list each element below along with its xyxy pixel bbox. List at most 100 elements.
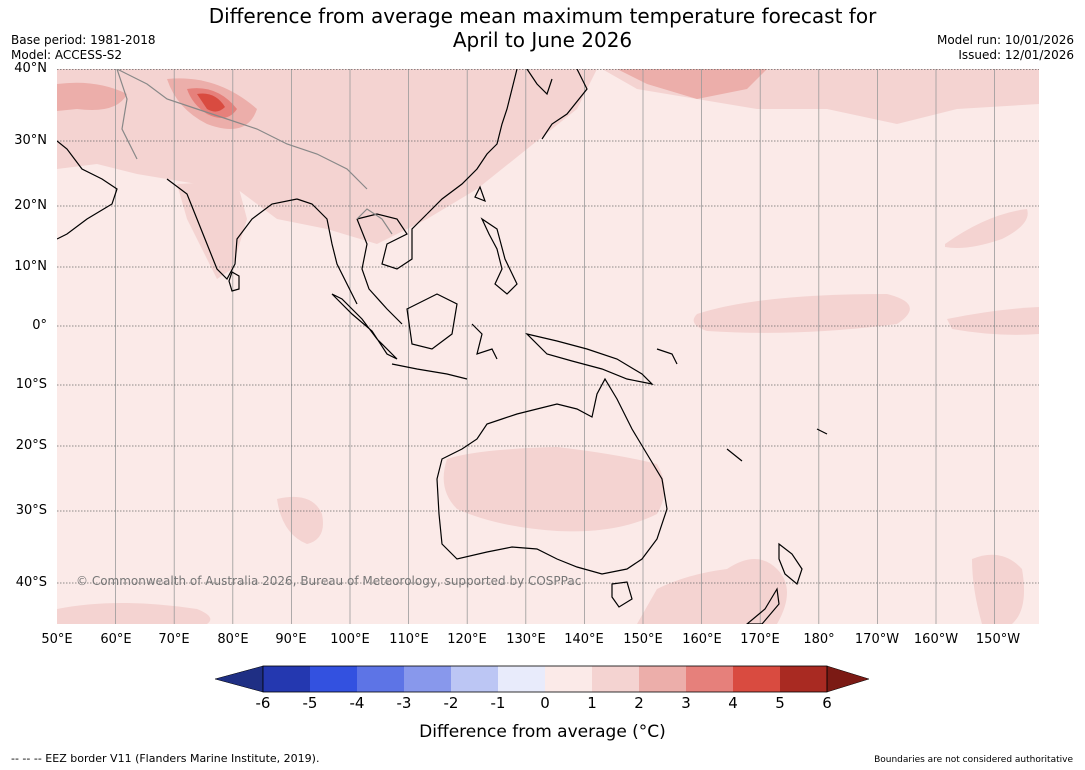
colorbar-bin-neg5-neg4 bbox=[310, 666, 357, 692]
colorbar-label-neg1: -1 bbox=[490, 694, 506, 712]
meta-left: Base period: 1981-2018 Model: ACCESS-S2 bbox=[11, 33, 156, 63]
base-period: Base period: 1981-2018 bbox=[11, 33, 156, 47]
colorbar-title: Difference from average (°C) bbox=[419, 722, 666, 742]
map-title: Difference from average mean maximum tem… bbox=[0, 4, 1085, 52]
hot-spot-inner bbox=[197, 93, 225, 112]
lon-label-150w: 150°W bbox=[975, 632, 1021, 647]
lon-label-160e: 160°E bbox=[682, 632, 722, 647]
map-panel: © Commonwealth of Australia 2026, Bureau… bbox=[57, 69, 1039, 624]
colorbar-bin-1-2 bbox=[592, 666, 639, 692]
hot-spot-west bbox=[57, 82, 127, 111]
lat-label-30s: 30°S bbox=[15, 503, 47, 518]
colorbar-bin-neg6-neg5 bbox=[263, 666, 310, 692]
colorbar bbox=[215, 665, 870, 693]
colorbar-label-0: 0 bbox=[540, 694, 550, 712]
lat-label-10s: 10°S bbox=[15, 377, 47, 392]
colorbar-label-1: 1 bbox=[587, 694, 597, 712]
colorbar-label-2: 2 bbox=[634, 694, 644, 712]
border-indochina bbox=[356, 208, 393, 235]
coast-australia bbox=[436, 377, 668, 575]
colorbar-extend-low bbox=[215, 665, 264, 693]
colorbar-bin-2-3 bbox=[639, 666, 686, 692]
lon-label-130e: 130°E bbox=[506, 632, 546, 647]
coast-vanuatu-fiji bbox=[726, 428, 828, 462]
lon-label-110e: 110°E bbox=[389, 632, 429, 647]
coastlines bbox=[57, 69, 828, 624]
colorbar-extend-high bbox=[826, 665, 870, 693]
colorbar-bin-neg2-neg1 bbox=[451, 666, 498, 692]
colorbar-bin-4-5 bbox=[733, 666, 780, 692]
coast-png-islands bbox=[656, 348, 678, 365]
lat-label-10n: 10°N bbox=[14, 259, 47, 274]
lon-label-70e: 70°E bbox=[158, 632, 190, 647]
coast-taiwan bbox=[474, 185, 487, 203]
country-borders bbox=[116, 69, 393, 235]
lat-label-20s: 20°S bbox=[15, 438, 47, 453]
colorbar-bin-5-6 bbox=[780, 666, 827, 692]
colorbar-bin-neg1-0 bbox=[498, 666, 545, 692]
coast-new-zealand-north bbox=[778, 542, 803, 586]
colorbar-label-neg6: -6 bbox=[255, 694, 271, 712]
colorbar-label-3: 3 bbox=[681, 694, 691, 712]
lat-label-30n: 30°N bbox=[14, 133, 47, 148]
colorbar-bin-3-4 bbox=[686, 666, 733, 692]
model-name: Model: ACCESS-S2 bbox=[11, 48, 123, 62]
anomaly-shading bbox=[57, 69, 1039, 624]
colorbar-bin-neg3-neg2 bbox=[404, 666, 451, 692]
colorbar-bin-neg4-neg3 bbox=[357, 666, 404, 692]
border-himalaya bbox=[116, 69, 368, 190]
coast-java bbox=[391, 363, 468, 380]
coast-arabia-iran bbox=[57, 140, 118, 240]
colorbar-label-neg4: -4 bbox=[349, 694, 365, 712]
title-line-2: April to June 2026 bbox=[452, 28, 633, 52]
coast-tasmania bbox=[611, 581, 633, 608]
lon-label-150e: 150°E bbox=[623, 632, 663, 647]
copyright-credit: © Commonwealth of Australia 2026, Bureau… bbox=[76, 574, 581, 588]
lon-label-170w: 170°W bbox=[854, 632, 900, 647]
warm-region-ne bbox=[945, 209, 1028, 248]
warm-region-south bbox=[637, 559, 787, 624]
warm-region-se bbox=[972, 554, 1025, 624]
warm-region-sw bbox=[57, 603, 211, 624]
warm-region-australia bbox=[443, 447, 665, 532]
lat-label-40n: 40°N bbox=[14, 61, 47, 76]
meta-right: Model run: 10/01/2026 Issued: 12/01/2026 bbox=[937, 33, 1074, 63]
colorbar-outline bbox=[262, 665, 828, 693]
border-central-asia bbox=[116, 69, 138, 160]
coast-korea bbox=[526, 69, 553, 96]
lat-label-0: 0° bbox=[32, 318, 47, 333]
colorbar-label-4: 4 bbox=[728, 694, 738, 712]
coast-india bbox=[166, 178, 298, 280]
warm-region-west-indian bbox=[277, 496, 323, 544]
colorbar-label-5: 5 bbox=[775, 694, 785, 712]
lon-label-180: 180° bbox=[803, 632, 835, 647]
coast-philippines bbox=[480, 217, 518, 295]
coast-new-zealand-south bbox=[746, 587, 780, 624]
warm-region-india bbox=[177, 181, 247, 279]
colorbar-label-neg5: -5 bbox=[302, 694, 318, 712]
lon-label-50e: 50°E bbox=[41, 632, 73, 647]
coast-japan bbox=[541, 69, 588, 140]
coast-sumatra bbox=[331, 293, 398, 360]
colorbar-bin-0-1 bbox=[545, 666, 592, 692]
graticule bbox=[115, 69, 995, 624]
lon-label-90e: 90°E bbox=[275, 632, 307, 647]
eez-legend: -- -- -- EEZ border V11 (Flanders Marine… bbox=[11, 752, 320, 765]
lat-label-20n: 20°N bbox=[14, 198, 47, 213]
warm-region-equatorial bbox=[693, 294, 910, 333]
lon-label-100e: 100°E bbox=[330, 632, 370, 647]
warm-region-north-pacific-strong bbox=[617, 69, 767, 99]
coast-bay-bengal bbox=[296, 198, 358, 305]
lon-label-80e: 80°E bbox=[217, 632, 249, 647]
warm-region-east bbox=[947, 307, 1039, 335]
colorbar-label-neg3: -3 bbox=[396, 694, 412, 712]
coast-china bbox=[426, 69, 518, 215]
coast-new-guinea bbox=[525, 332, 654, 385]
lon-label-160w: 160°W bbox=[913, 632, 959, 647]
coast-sri-lanka bbox=[228, 271, 240, 292]
lon-label-60e: 60°E bbox=[100, 632, 132, 647]
lon-label-120e: 120°E bbox=[447, 632, 487, 647]
lat-label-40s: 40°S bbox=[15, 575, 47, 590]
colorbar-label-neg2: -2 bbox=[443, 694, 459, 712]
model-run: Model run: 10/01/2026 bbox=[936, 33, 1074, 47]
